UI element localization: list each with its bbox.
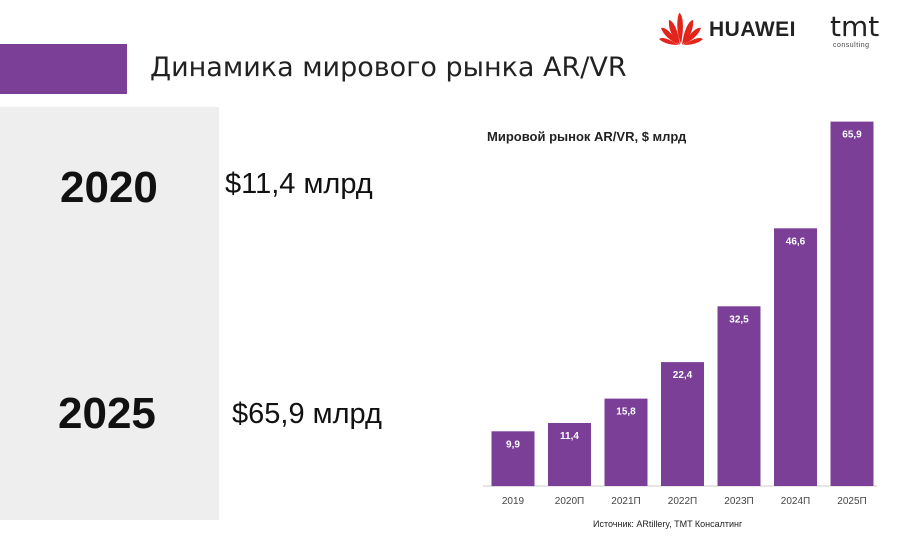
data-label-2020П: 11,4 (560, 431, 579, 442)
bar-2023П (717, 306, 761, 486)
highlight-year-2025: 2025 (58, 389, 156, 438)
tmt-logo-text: tmt (830, 10, 880, 43)
data-label-2023П: 32,5 (729, 314, 749, 325)
tick-label-2020П: 2020П (555, 496, 584, 507)
bar-2024П (774, 228, 817, 487)
tick-label-2025П: 2025П (837, 496, 866, 507)
tick-label-2019: 2019 (502, 496, 525, 507)
highlights-panel (0, 107, 219, 520)
bar-2021П (604, 398, 648, 486)
tick-label-2024П: 2024П (781, 496, 810, 507)
tmt-logo-subtext: consulting (833, 42, 870, 49)
logos: HUAWEI tmt consulting (659, 10, 899, 50)
data-label-2022П: 22,4 (673, 370, 693, 381)
chart-title: Мировой рынок AR/VR, $ млрд (487, 129, 687, 144)
bar-2020П (548, 423, 591, 486)
bar-2019 (491, 431, 535, 487)
bar-2022П (661, 362, 704, 486)
highlight-amount-2020: $11,4 млрд (225, 168, 373, 200)
data-label-2021П: 15,8 (616, 407, 636, 418)
data-label-2025П: 65,9 (842, 130, 862, 141)
highlight-amount-2025: $65,9 млрд (232, 398, 382, 430)
data-label-2019: 9,9 (506, 439, 520, 450)
page-title: Динамика мирового рынка AR/VR (150, 52, 627, 83)
tick-label-2021П: 2021П (611, 496, 640, 507)
tick-label-2022П: 2022П (668, 496, 697, 507)
data-label-2024П: 46,6 (786, 236, 806, 247)
huawei-logo-text: HUAWEI (709, 18, 796, 41)
bar-2025П (830, 121, 874, 486)
tick-label-2023П: 2023П (724, 496, 753, 507)
huawei-flower-icon (659, 13, 703, 45)
source-note: Источник: ARtillery, TMT Консалтинг (593, 519, 743, 529)
highlight-year-2020: 2020 (60, 163, 158, 212)
title-accent-bar (0, 44, 127, 94)
